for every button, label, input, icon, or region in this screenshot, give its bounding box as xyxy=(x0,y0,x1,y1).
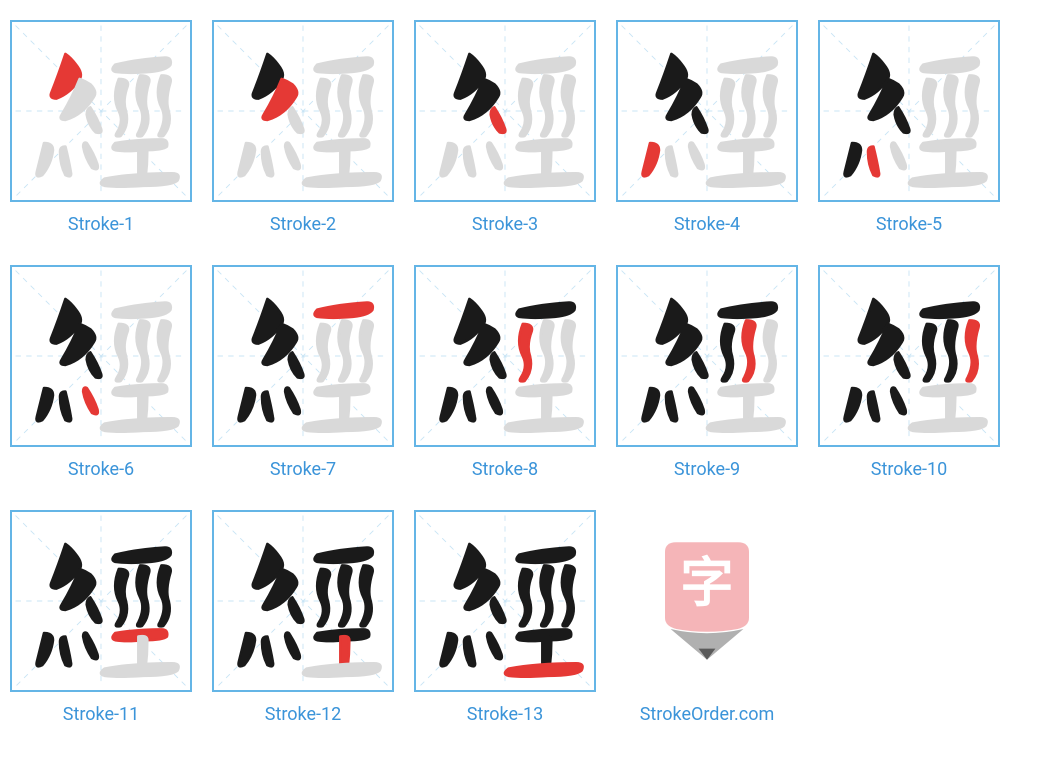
stroke-cell: Stroke-3 xyxy=(414,20,596,235)
svg-text:字: 字 xyxy=(680,552,733,614)
logo-caption: StrokeOrder.com xyxy=(640,704,775,725)
stroke-grid: Stroke-1 Stroke-2 Stroke-3 Stroke-4 Stroke-5… xyxy=(10,20,1040,725)
stroke-cell: Stroke-4 xyxy=(616,20,798,235)
stroke-caption: Stroke-8 xyxy=(472,459,538,480)
stroke-cell: Stroke-9 xyxy=(616,265,798,480)
stroke-cell: Stroke-1 xyxy=(10,20,192,235)
stroke-cell: Stroke-8 xyxy=(414,265,596,480)
site-logo-icon: 字 xyxy=(616,510,798,692)
stroke-cell: Stroke-7 xyxy=(212,265,394,480)
stroke-tile xyxy=(10,510,192,692)
stroke-tile xyxy=(212,265,394,447)
stroke-caption: Stroke-2 xyxy=(270,214,336,235)
stroke-caption: Stroke-6 xyxy=(68,459,134,480)
stroke-caption: Stroke-10 xyxy=(871,459,947,480)
stroke-caption: Stroke-3 xyxy=(472,214,538,235)
stroke-caption: Stroke-4 xyxy=(674,214,740,235)
logo-cell: 字 StrokeOrder.com xyxy=(616,510,798,725)
stroke-cell: Stroke-5 xyxy=(818,20,1000,235)
stroke-tile xyxy=(616,265,798,447)
stroke-tile xyxy=(818,20,1000,202)
stroke-caption: Stroke-12 xyxy=(265,704,341,725)
stroke-caption: Stroke-11 xyxy=(63,704,139,725)
stroke-tile xyxy=(616,20,798,202)
stroke-tile xyxy=(414,265,596,447)
stroke-cell: Stroke-6 xyxy=(10,265,192,480)
stroke-caption: Stroke-1 xyxy=(68,214,134,235)
stroke-cell: Stroke-2 xyxy=(212,20,394,235)
stroke-caption: Stroke-13 xyxy=(467,704,543,725)
stroke-tile xyxy=(10,265,192,447)
stroke-tile xyxy=(212,510,394,692)
stroke-cell: Stroke-10 xyxy=(818,265,1000,480)
stroke-cell: Stroke-13 xyxy=(414,510,596,725)
stroke-cell: Stroke-11 xyxy=(10,510,192,725)
stroke-tile xyxy=(818,265,1000,447)
stroke-tile xyxy=(212,20,394,202)
stroke-caption: Stroke-5 xyxy=(876,214,942,235)
stroke-cell: Stroke-12 xyxy=(212,510,394,725)
stroke-tile xyxy=(414,20,596,202)
stroke-tile xyxy=(414,510,596,692)
stroke-caption: Stroke-9 xyxy=(674,459,740,480)
stroke-tile xyxy=(10,20,192,202)
stroke-caption: Stroke-7 xyxy=(270,459,336,480)
